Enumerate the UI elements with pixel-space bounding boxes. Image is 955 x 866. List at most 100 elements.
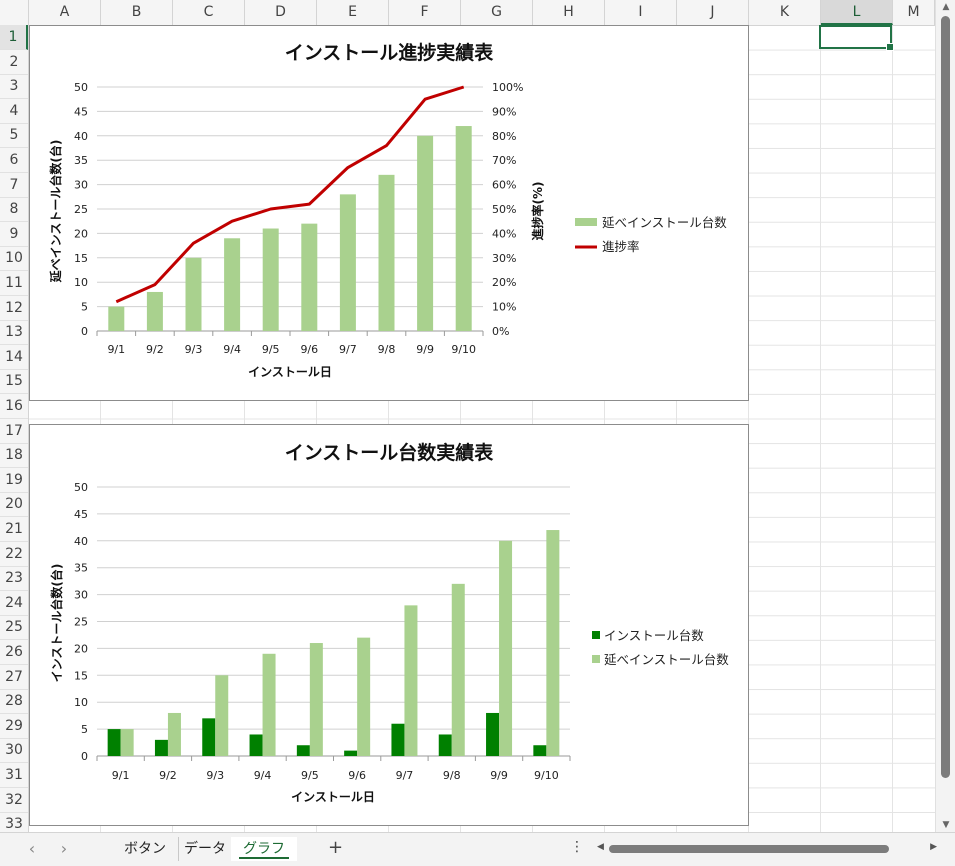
select-all-corner[interactable] (0, 0, 29, 25)
row-header-5[interactable]: 5 (0, 123, 28, 149)
column-header-J[interactable]: J (677, 0, 749, 25)
row-header-10[interactable]: 10 (0, 246, 28, 272)
y-axis-label: インストール台数(台) (49, 564, 64, 683)
legend: インストール台数 延べインストール台数 (592, 628, 729, 667)
column-header-A[interactable]: A (29, 0, 101, 25)
horizontal-scroll-thumb[interactable] (609, 845, 889, 853)
active-cell-L1[interactable] (819, 25, 894, 51)
y-tick-label: 0 (81, 325, 88, 338)
row-header-25[interactable]: 25 (0, 615, 28, 641)
row-header-29[interactable]: 29 (0, 714, 28, 739)
row-header-15[interactable]: 15 (0, 369, 28, 395)
y-tick-label: 45 (74, 508, 88, 521)
sheet-tab-button[interactable]: ボタン (112, 837, 179, 861)
row-header-26[interactable]: 26 (0, 640, 28, 665)
progress-chart[interactable]: インストール進捗実績表 0 5 10 15 20 25 30 35 40 45 50 0% 10% 20%… (29, 25, 749, 401)
column-header-D[interactable]: D (245, 0, 317, 25)
vertical-scrollbar[interactable]: ▲ ▼ (935, 0, 955, 832)
y2-tick-label: 0% (492, 325, 509, 338)
legend-label-cumulative: 延べインストール台数 (604, 652, 729, 667)
sheet-tab-data[interactable]: データ (184, 841, 226, 857)
add-sheet-button[interactable]: + (328, 837, 344, 858)
column-header-K[interactable]: K (749, 0, 821, 25)
y-tick-label: 40 (74, 130, 88, 143)
horizontal-scrollbar[interactable]: ◀ ▶ (597, 842, 937, 856)
row-header-4[interactable]: 4 (0, 99, 28, 124)
y-tick-label: 25 (74, 203, 88, 216)
x-axis-label: インストール日 (291, 790, 375, 804)
row-header-24[interactable]: 24 (0, 591, 28, 616)
scroll-down-icon[interactable]: ▼ (942, 820, 950, 830)
column-header-G[interactable]: G (461, 0, 533, 25)
x-tick-label: 9/7 (339, 343, 357, 356)
scroll-right-icon[interactable]: ▶ (930, 842, 937, 852)
x-tick-label: 9/6 (348, 769, 366, 782)
y2-tick-label: 50% (492, 203, 516, 216)
row-header-6[interactable]: 6 (0, 148, 28, 173)
y-tick-label: 45 (74, 105, 88, 118)
y-tick-label: 35 (74, 154, 88, 167)
row-header-13[interactable]: 13 (0, 320, 28, 346)
y2-axis-label: 進捗率(%) (530, 182, 545, 241)
column-header-C[interactable]: C (173, 0, 245, 25)
row-header-8[interactable]: 8 (0, 197, 28, 223)
row-header-9[interactable]: 9 (0, 222, 28, 247)
fill-handle[interactable] (886, 43, 894, 51)
row-header-28[interactable]: 28 (0, 689, 28, 715)
column-header-E[interactable]: E (317, 0, 389, 25)
y2-tick-label: 60% (492, 179, 516, 192)
row-header-33[interactable]: 33 (0, 812, 28, 832)
column-header-F[interactable]: F (389, 0, 461, 25)
bar-cumulative (215, 675, 229, 756)
x-tick-label: 9/7 (396, 769, 414, 782)
y-tick-label: 25 (74, 616, 88, 629)
column-header-L[interactable]: L (821, 0, 893, 25)
vertical-dots-icon[interactable]: ⋮ (570, 839, 584, 855)
row-header-2[interactable]: 2 (0, 50, 28, 75)
progress-line (115, 85, 465, 304)
chevron-right-icon[interactable]: › (60, 839, 68, 858)
scroll-left-icon[interactable]: ◀ (597, 842, 604, 852)
legend-swatch-cumulative (592, 655, 600, 663)
column-header-I[interactable]: I (605, 0, 677, 25)
column-header-H[interactable]: H (533, 0, 605, 25)
row-header-12[interactable]: 12 (0, 296, 28, 321)
row-header-1[interactable]: 1 (0, 25, 28, 50)
y-tick-label: 20 (74, 642, 88, 655)
legend-label-progress: 進捗率 (602, 239, 640, 254)
x-axis-label: インストール日 (248, 365, 332, 379)
row-header-3[interactable]: 3 (0, 74, 28, 100)
row-header-11[interactable]: 11 (0, 271, 28, 296)
row-header-21[interactable]: 21 (0, 517, 28, 542)
y2-tick-label: 90% (492, 105, 516, 118)
row-header-17[interactable]: 17 (0, 419, 28, 444)
x-tick-label: 9/1 (107, 343, 125, 356)
row-header-16[interactable]: 16 (0, 394, 28, 419)
row-header-7[interactable]: 7 (0, 173, 28, 198)
bar-cumulative (546, 530, 560, 756)
scroll-up-icon[interactable]: ▲ (942, 2, 950, 12)
sheet-tab-graph-label: グラフ (243, 841, 285, 857)
row-header-22[interactable]: 22 (0, 542, 28, 567)
bar-cumulative (262, 653, 276, 756)
row-header-31[interactable]: 31 (0, 763, 28, 788)
bar-cumulative (455, 126, 472, 331)
chevron-left-icon[interactable]: ‹ (28, 839, 36, 858)
x-tick-label: 9/9 (416, 343, 434, 356)
row-header-14[interactable]: 14 (0, 345, 28, 370)
row-header-32[interactable]: 32 (0, 788, 28, 813)
bar-daily (249, 734, 263, 756)
row-header-30[interactable]: 30 (0, 738, 28, 764)
row-header-27[interactable]: 27 (0, 665, 28, 690)
daily-install-chart[interactable]: インストール台数実績表 0 5 10 15 20 25 30 35 40 45 50 9/1 9/2 9/… (29, 424, 749, 826)
row-header-23[interactable]: 23 (0, 566, 28, 592)
row-header-19[interactable]: 19 (0, 468, 28, 493)
y-tick-label: 20 (74, 227, 88, 240)
sheet-tab-graph[interactable]: グラフ (231, 837, 297, 861)
column-header-B[interactable]: B (101, 0, 173, 25)
vertical-scroll-thumb[interactable] (941, 16, 950, 778)
row-header-20[interactable]: 20 (0, 492, 28, 518)
x-tick-label: 9/6 (300, 343, 318, 356)
row-header-18[interactable]: 18 (0, 443, 28, 469)
column-header-M[interactable]: M (893, 0, 935, 25)
